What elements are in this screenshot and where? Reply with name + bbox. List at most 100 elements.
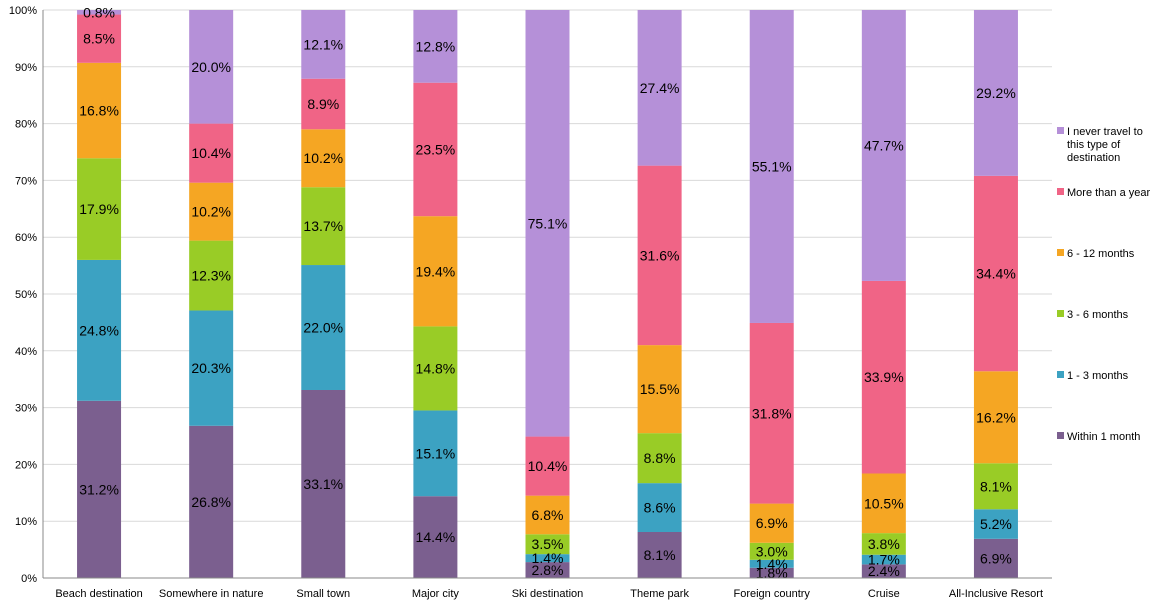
bar-segment (749, 567, 794, 578)
data-label: 14.4% (416, 529, 456, 545)
x-tick-label: Somewhere in nature (159, 588, 264, 600)
data-label: 5.2% (980, 516, 1012, 532)
bar-segment (973, 10, 1018, 176)
bar-segment (189, 240, 234, 311)
bar-segment (525, 554, 570, 563)
y-tick-label: 90% (15, 62, 37, 74)
legend-swatch (1057, 310, 1064, 317)
bar-segment (861, 564, 906, 578)
bar-segment (973, 538, 1018, 578)
data-label: 2.4% (868, 563, 900, 579)
bar-segment (189, 10, 234, 124)
data-labels: 31.2% 24.8% 17.9% 16.8% 8.5% 0.8% 26.8% 20.3% 12… (79, 4, 1016, 581)
bar-segment (189, 425, 234, 578)
bar-segment (77, 14, 122, 63)
x-tick-label: All-Inclusive Resort (949, 588, 1043, 600)
data-label: 14.8% (416, 360, 456, 376)
bar-segment (973, 371, 1018, 464)
bar-segment (413, 10, 458, 83)
bar-segment (525, 534, 570, 555)
bar-segment (749, 503, 794, 543)
bar-segment (301, 78, 346, 130)
bar-segment (77, 259, 122, 401)
bar-segment (525, 562, 570, 578)
bar-segment (525, 436, 570, 496)
y-tick-label: 10% (15, 516, 37, 528)
legend-label: More than a year (1067, 187, 1150, 199)
y-tick-label: 100% (9, 5, 37, 17)
data-label: 8.1% (644, 547, 676, 563)
y-tick-label: 30% (15, 403, 37, 415)
legend-swatch (1057, 127, 1064, 134)
y-tick-label: 0% (21, 573, 37, 585)
data-label: 1.4% (756, 556, 788, 572)
bar-segment (301, 129, 346, 188)
data-label: 10.4% (528, 458, 568, 474)
bar-segment (861, 280, 906, 474)
bar-segment (301, 10, 346, 79)
bar-segment (189, 123, 234, 183)
bar-segment (77, 400, 122, 578)
data-label: 10.4% (191, 145, 231, 161)
bar-segment (749, 542, 794, 560)
bar-segment (525, 495, 570, 535)
x-tick-label: Ski destination (512, 588, 584, 600)
y-tick-label: 20% (15, 459, 37, 471)
bar-segment (77, 158, 122, 260)
legend-swatch (1057, 188, 1064, 195)
data-label: 8.1% (980, 478, 1012, 494)
data-label: 26.8% (191, 494, 231, 510)
data-label: 8.6% (644, 500, 676, 516)
bar-segment (77, 62, 122, 159)
bar-segment (637, 165, 682, 346)
data-label: 0.8% (83, 4, 115, 20)
legend-swatch (1057, 249, 1064, 256)
bar-segment (413, 326, 458, 411)
bar-segment (413, 410, 458, 497)
data-label: 13.7% (303, 218, 343, 234)
data-label: 27.4% (640, 80, 680, 96)
data-label: 10.5% (864, 495, 904, 511)
data-label: 20.3% (191, 360, 231, 376)
data-label: 33.9% (864, 369, 904, 385)
x-tick-label: Major city (412, 588, 460, 600)
data-label: 23.5% (416, 141, 456, 157)
y-tick-label: 40% (15, 346, 37, 358)
bar-segment (77, 10, 122, 15)
bar-segment (749, 559, 794, 568)
bar-segment (973, 175, 1018, 372)
data-label: 12.3% (191, 268, 231, 284)
data-label: 31.8% (752, 405, 792, 421)
data-label: 33.1% (303, 476, 343, 492)
legend-label: 1 - 3 months (1067, 370, 1129, 382)
data-label: 20.0% (191, 59, 231, 75)
bar-segment (413, 496, 458, 578)
data-label: 34.4% (976, 266, 1016, 282)
data-label: 1.7% (868, 552, 900, 568)
bar-segment (413, 82, 458, 217)
data-label: 15.5% (640, 381, 680, 397)
data-label: 6.9% (756, 515, 788, 531)
data-label: 31.6% (640, 247, 680, 263)
data-label: 55.1% (752, 158, 792, 174)
bar-segment (637, 10, 682, 166)
bar-segment (749, 322, 794, 504)
data-label: 47.7% (864, 137, 904, 153)
x-tick-label: Theme park (630, 588, 689, 600)
data-label: 12.1% (303, 36, 343, 52)
data-label: 15.1% (416, 445, 456, 461)
y-tick-label: 50% (15, 289, 37, 301)
bar-segment (637, 531, 682, 578)
x-tick-label: Cruise (868, 588, 900, 600)
bar-segment (861, 10, 906, 281)
data-label: 16.8% (79, 103, 119, 119)
legend-label: Within 1 month (1067, 431, 1140, 443)
data-label: 8.9% (307, 96, 339, 112)
bar-segment (525, 10, 570, 437)
data-label: 8.5% (83, 31, 115, 47)
data-label: 2.8% (532, 562, 564, 578)
data-label: 1.8% (756, 565, 788, 581)
bars (77, 10, 1018, 578)
data-label: 29.2% (976, 85, 1016, 101)
